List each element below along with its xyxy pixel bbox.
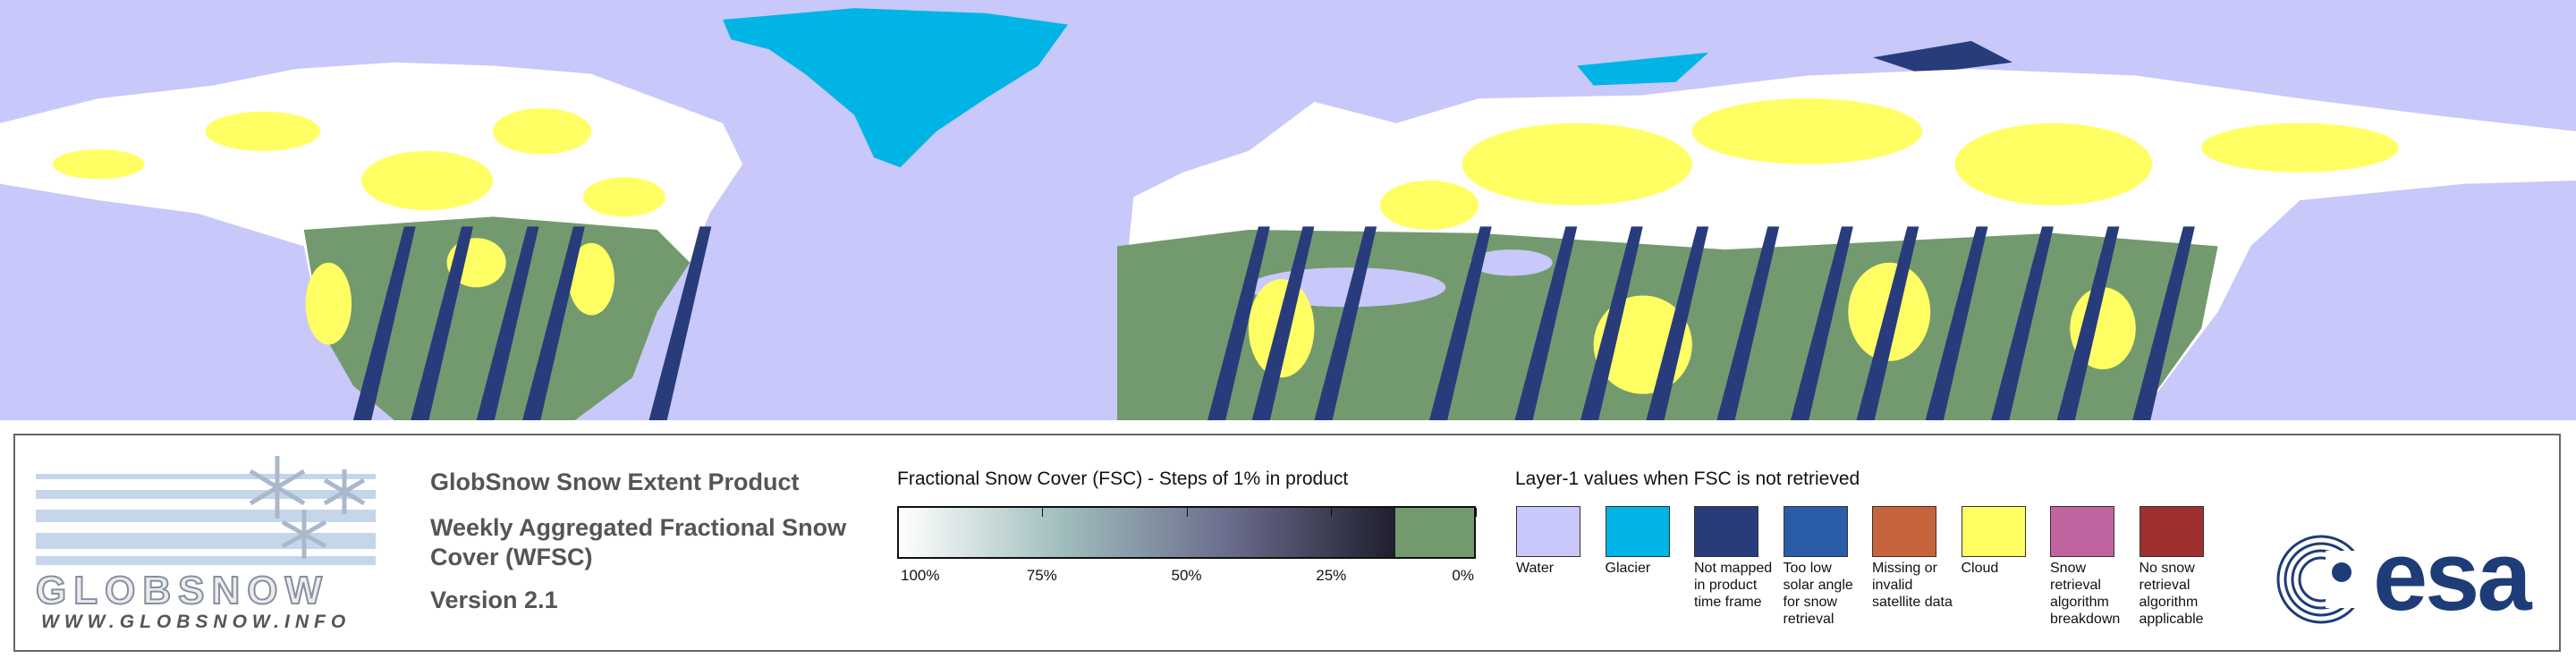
colorbar-tick-label: 0% bbox=[1452, 567, 1474, 584]
colorbar-tick bbox=[1331, 508, 1333, 517]
swath bbox=[1428, 226, 1492, 420]
legend-swatch bbox=[1605, 506, 1670, 557]
eurasia-cloud bbox=[1379, 98, 2399, 231]
black-sea bbox=[1470, 249, 1553, 276]
legend-swatch bbox=[2139, 506, 2204, 557]
legend-swatch bbox=[1872, 506, 1936, 557]
esa-dot bbox=[2332, 562, 2351, 582]
product-title: GlobSnow Snow Extent Product bbox=[430, 469, 800, 495]
colorbar-tick bbox=[1041, 508, 1043, 517]
greenland bbox=[723, 8, 1068, 168]
swath bbox=[1646, 226, 1709, 420]
logo-name: GLOBSNOW bbox=[35, 568, 329, 613]
logo-url: WWW.GLOBSNOW.INFO bbox=[41, 612, 352, 632]
snowflakes bbox=[249, 456, 366, 559]
product-subtitle: Weekly Aggregated Fractional Snow Cover … bbox=[430, 514, 847, 570]
swath bbox=[2056, 226, 2120, 420]
legend-swatch bbox=[1783, 506, 1848, 557]
legend-label: Too low solar angle for snow retrieval bbox=[1783, 561, 1853, 627]
na-cloud bbox=[52, 108, 665, 217]
swath bbox=[1251, 226, 1315, 420]
swath bbox=[411, 226, 473, 420]
legend-label: Not mapped in product time frame bbox=[1694, 561, 1773, 610]
colorbar-tick bbox=[1186, 508, 1188, 517]
fsc-no-snow bbox=[1394, 508, 1474, 557]
not-mapped-swaths bbox=[352, 226, 2195, 420]
esa-emblem bbox=[2276, 535, 2370, 624]
swath bbox=[1856, 226, 1919, 420]
colorbar-tick-label: 50% bbox=[1171, 567, 1202, 584]
swath bbox=[476, 226, 539, 420]
fsc-colorbar bbox=[897, 506, 1476, 559]
legend-swatch bbox=[1694, 506, 1758, 557]
swath bbox=[648, 226, 712, 420]
colorbar-tick bbox=[1476, 508, 1477, 517]
arctic-islands bbox=[1577, 52, 1709, 86]
layer1-title: Layer-1 values when FSC is not retrieved bbox=[1515, 469, 1860, 489]
swath bbox=[2132, 226, 2195, 420]
legend-label: Glacier bbox=[1605, 561, 1651, 576]
fsc-gradient bbox=[899, 508, 1395, 557]
legend-label: Cloud bbox=[1961, 561, 1999, 576]
logo-graphic bbox=[36, 456, 376, 565]
colorbar-tick-label: 25% bbox=[1316, 567, 1347, 584]
colorbar-tick bbox=[897, 508, 898, 517]
snow-map bbox=[0, 0, 2576, 420]
legend-swatch bbox=[1961, 506, 2026, 557]
swath bbox=[1514, 226, 1578, 420]
legend-label: Water bbox=[1516, 561, 1555, 576]
legend-swatch bbox=[1516, 506, 1580, 557]
esa-logo-text: esa bbox=[2373, 521, 2532, 631]
swath bbox=[1791, 226, 1853, 420]
swath bbox=[1580, 226, 1643, 420]
fsc-title: Fractional Snow Cover (FSC) - Steps of 1… bbox=[897, 469, 1349, 489]
swath bbox=[1991, 226, 2054, 420]
swath bbox=[352, 226, 416, 420]
colorbar-tick-label: 75% bbox=[1026, 567, 1057, 584]
legend-label: No snow retrieval algorithm applicable bbox=[2139, 561, 2204, 627]
logo-stripes bbox=[36, 474, 376, 565]
legend-label: Snow retrieval algorithm breakdown bbox=[2050, 561, 2121, 627]
swath bbox=[1716, 226, 1780, 420]
legend-panel bbox=[13, 434, 2561, 652]
svalbard bbox=[1872, 40, 2012, 74]
legend-swatch bbox=[2050, 506, 2114, 557]
colorbar-tick-label: 100% bbox=[901, 567, 940, 584]
swath bbox=[1208, 226, 1270, 420]
swath bbox=[522, 226, 585, 420]
product-version: Version 2.1 bbox=[430, 587, 558, 613]
swath bbox=[1314, 226, 1377, 420]
swath bbox=[1925, 226, 1988, 420]
legend-label: Missing or invalid satellite data bbox=[1872, 561, 1953, 610]
